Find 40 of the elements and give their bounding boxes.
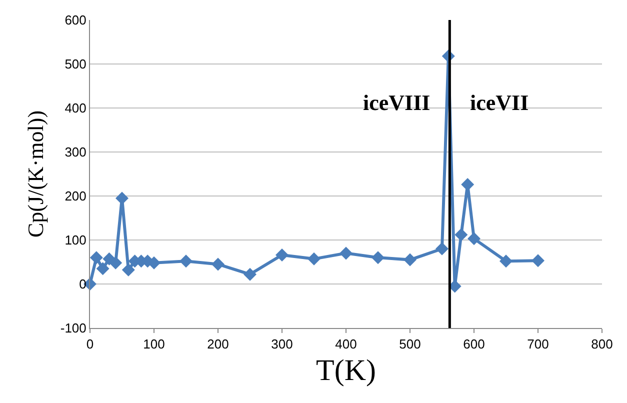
y-tick-label: 200 bbox=[64, 188, 86, 204]
x-tick-label: 300 bbox=[271, 336, 293, 352]
y-tick-label: 400 bbox=[64, 100, 86, 116]
y-tick-label: 100 bbox=[64, 232, 86, 248]
y-tick-label: 500 bbox=[64, 56, 86, 72]
annotation: iceVII bbox=[470, 90, 529, 115]
point bbox=[212, 258, 224, 271]
point bbox=[468, 232, 480, 246]
y-axis-title: Cp(J/(K·mol)) bbox=[23, 110, 48, 238]
y-tick-label: 0 bbox=[79, 276, 86, 292]
y-tick-label: -100 bbox=[60, 320, 86, 336]
x-axis-title: T(K) bbox=[316, 354, 376, 388]
y-tick-label: 600 bbox=[64, 12, 86, 28]
x-tick-label: 600 bbox=[463, 336, 485, 352]
point bbox=[276, 248, 288, 262]
point bbox=[448, 280, 462, 293]
x-tick-label: 100 bbox=[143, 336, 165, 352]
x-tick-label: 700 bbox=[527, 336, 549, 352]
point bbox=[436, 242, 448, 256]
point bbox=[532, 254, 544, 268]
point bbox=[180, 254, 192, 268]
point bbox=[148, 256, 160, 270]
point bbox=[244, 268, 256, 281]
point bbox=[122, 263, 135, 276]
point bbox=[454, 228, 468, 242]
annotation: iceVIII bbox=[363, 90, 430, 115]
point bbox=[500, 254, 512, 268]
x-tick-label: 400 bbox=[335, 336, 357, 352]
point bbox=[90, 251, 103, 264]
y-tick-label: 300 bbox=[64, 144, 86, 160]
point bbox=[116, 192, 128, 205]
point bbox=[308, 252, 320, 266]
point bbox=[340, 246, 352, 260]
point bbox=[404, 253, 416, 266]
point bbox=[96, 262, 110, 276]
point bbox=[372, 251, 384, 264]
point bbox=[109, 256, 122, 270]
x-tick-label: 500 bbox=[399, 336, 421, 352]
x-tick-label: 800 bbox=[591, 336, 613, 352]
x-tick-label: 200 bbox=[207, 336, 229, 352]
